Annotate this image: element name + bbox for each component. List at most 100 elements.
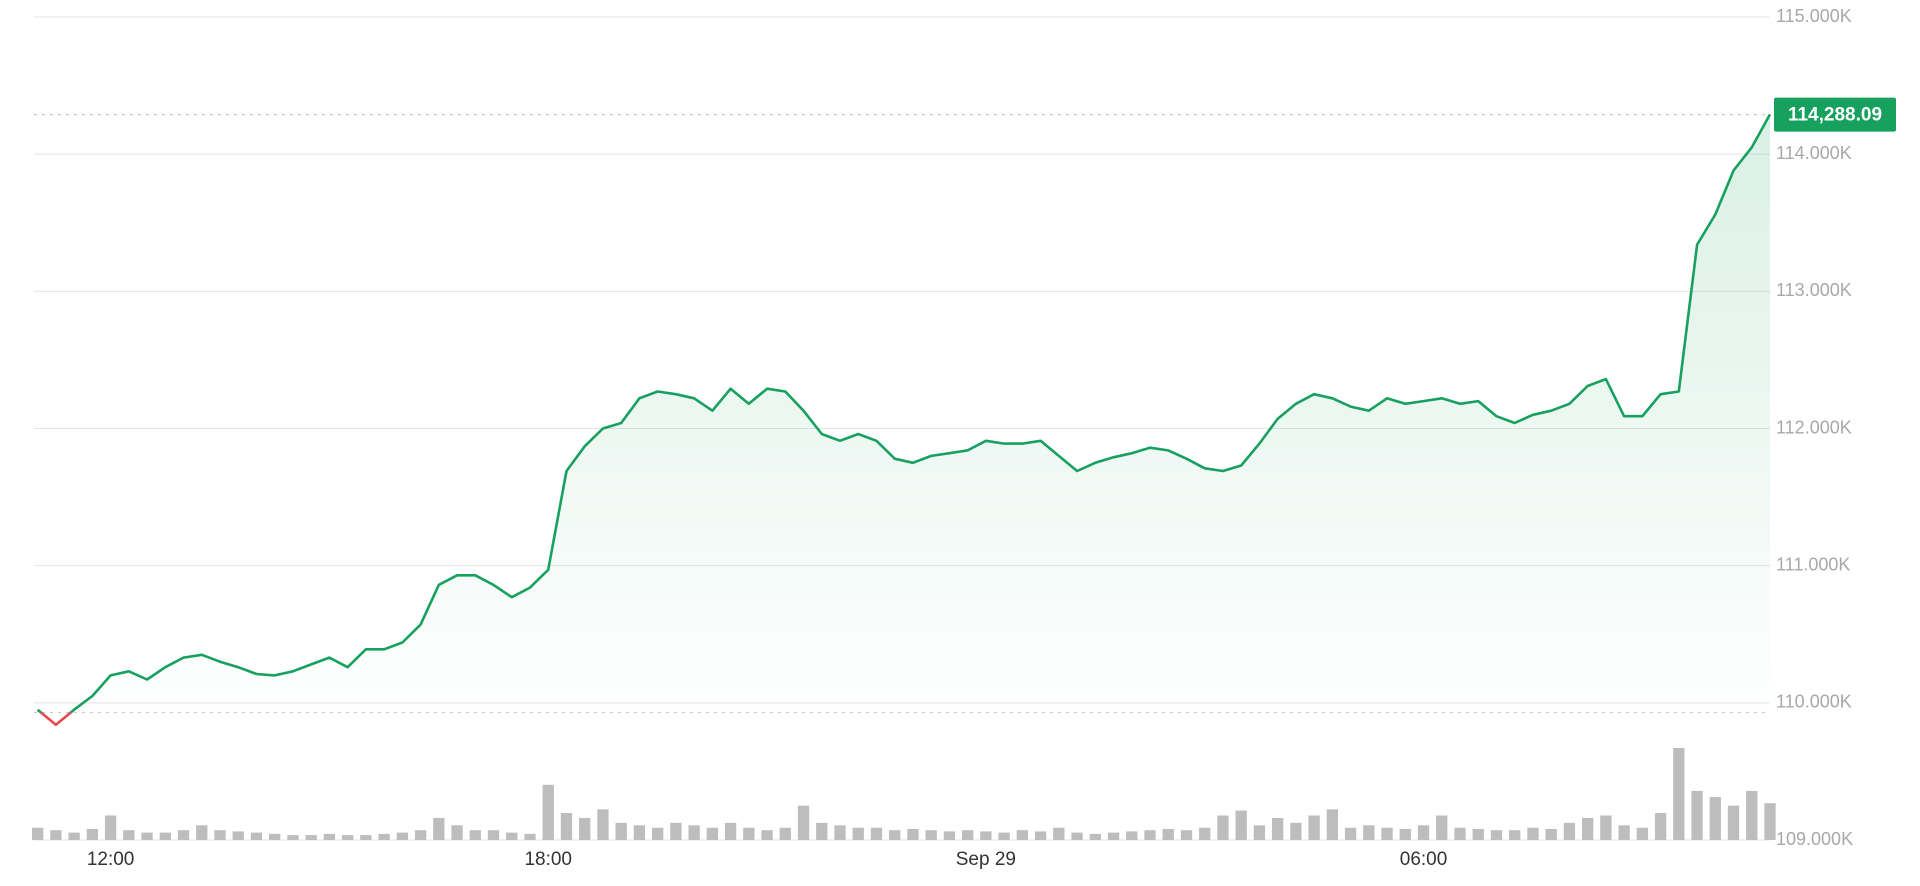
volume-bar [1271, 817, 1284, 840]
volume-bar [1436, 815, 1448, 840]
volume-bar [1746, 790, 1758, 840]
x-tick-label: Sep 29 [956, 849, 1016, 870]
y-tick-label: 114.000K [1776, 143, 1852, 163]
volume-bar [141, 832, 153, 840]
volume-bar [104, 815, 117, 840]
volume-bar [651, 827, 664, 840]
volume-bar [779, 827, 791, 840]
volume-bar [889, 830, 901, 840]
y-tick-label: 115.000K [1776, 6, 1852, 26]
volume-bar [1381, 827, 1393, 840]
volume-bar [560, 813, 573, 840]
volume-bar [670, 822, 682, 840]
volume-bar [341, 835, 354, 840]
volume-bar [834, 825, 846, 840]
volume-bar [1144, 830, 1156, 840]
volume-bar [487, 830, 500, 840]
volume-bar [615, 822, 627, 840]
volume-bar [1618, 825, 1630, 840]
volume-bar [414, 830, 427, 840]
volume-bar [1527, 827, 1539, 840]
volume-bar [214, 830, 226, 840]
volume-bar [761, 830, 773, 840]
volume-bar [980, 831, 992, 840]
y-tick-label: 113.000K [1776, 280, 1852, 300]
x-tick-label: 12:00 [87, 849, 135, 870]
volume-bar [305, 835, 317, 840]
volume-bar [1363, 825, 1375, 840]
x-tick-label: 18:00 [524, 849, 572, 870]
volume-bar [706, 827, 719, 840]
volume-bar [1764, 803, 1776, 840]
volume-bar [68, 832, 80, 840]
volume-bar [1089, 833, 1101, 840]
volume-bar [31, 827, 44, 840]
volume-bar [269, 833, 281, 840]
volume-bar [1417, 825, 1430, 840]
volume-bar [1308, 815, 1320, 840]
volume-bar [961, 830, 974, 840]
volume-bar [1162, 828, 1174, 840]
volume-bar [287, 835, 299, 840]
y-tick-label: 109.000K [1776, 829, 1853, 849]
volume-bar [1290, 822, 1302, 840]
volume-bar [542, 784, 554, 840]
volume-bar [1545, 828, 1557, 840]
volume-bar [1581, 817, 1594, 840]
volume-bar [943, 831, 956, 840]
volume-bar [1253, 825, 1266, 840]
volume-bar [724, 822, 737, 840]
volume-bar [1180, 830, 1193, 840]
volume-bar [1727, 805, 1740, 840]
volume-bar [579, 817, 591, 840]
y-tick-label: 111.000K [1776, 554, 1850, 574]
volume-bar [396, 832, 409, 840]
volume-bar [633, 825, 646, 840]
volume-bar [1344, 827, 1357, 840]
volume-bar [1709, 797, 1721, 840]
volume-bar [250, 832, 263, 840]
volume-bar [1490, 830, 1503, 840]
volume-bar [1563, 822, 1576, 840]
volume-bar [378, 833, 390, 840]
volume-bar [1600, 815, 1612, 840]
volume-bar [1472, 828, 1484, 840]
y-tick-label: 110.000K [1776, 692, 1852, 712]
volume-bar [1691, 790, 1703, 840]
volume-bar [123, 830, 135, 840]
volume-bar [451, 825, 463, 840]
volume-bar [852, 827, 864, 840]
volume-bar [323, 833, 336, 840]
volume-bar [159, 832, 171, 840]
volume-bar [688, 825, 700, 840]
volume-bar [1509, 830, 1521, 840]
volume-bar [196, 825, 208, 840]
volume-bar [1235, 810, 1247, 840]
volume-bar [925, 830, 937, 840]
y-tick-label: 112.000K [1776, 417, 1852, 437]
volume-bar [1654, 813, 1667, 840]
volume-bar [506, 832, 518, 840]
x-tick-label: 06:00 [1400, 849, 1448, 870]
volume-bar [907, 828, 919, 840]
volume-bar [524, 833, 536, 840]
volume-bar [1053, 827, 1065, 840]
price-line [36, 113, 1772, 727]
volume-bar [870, 827, 883, 840]
volume-bar [1034, 831, 1047, 840]
volume-bar [1016, 830, 1029, 840]
last-price-box [1774, 97, 1896, 132]
volume-bar [816, 822, 828, 840]
volume-bar [743, 827, 755, 840]
volume-bar [1399, 828, 1411, 840]
volume-bar [597, 809, 609, 840]
volume-bar [433, 817, 445, 840]
volume-bar [1071, 832, 1083, 840]
volume-bar [1454, 827, 1466, 840]
volume-bar [86, 828, 99, 840]
volume-bar [50, 830, 62, 840]
volume-bar [1673, 748, 1685, 840]
price-area [37, 114, 1771, 725]
volume-bar [469, 830, 481, 840]
